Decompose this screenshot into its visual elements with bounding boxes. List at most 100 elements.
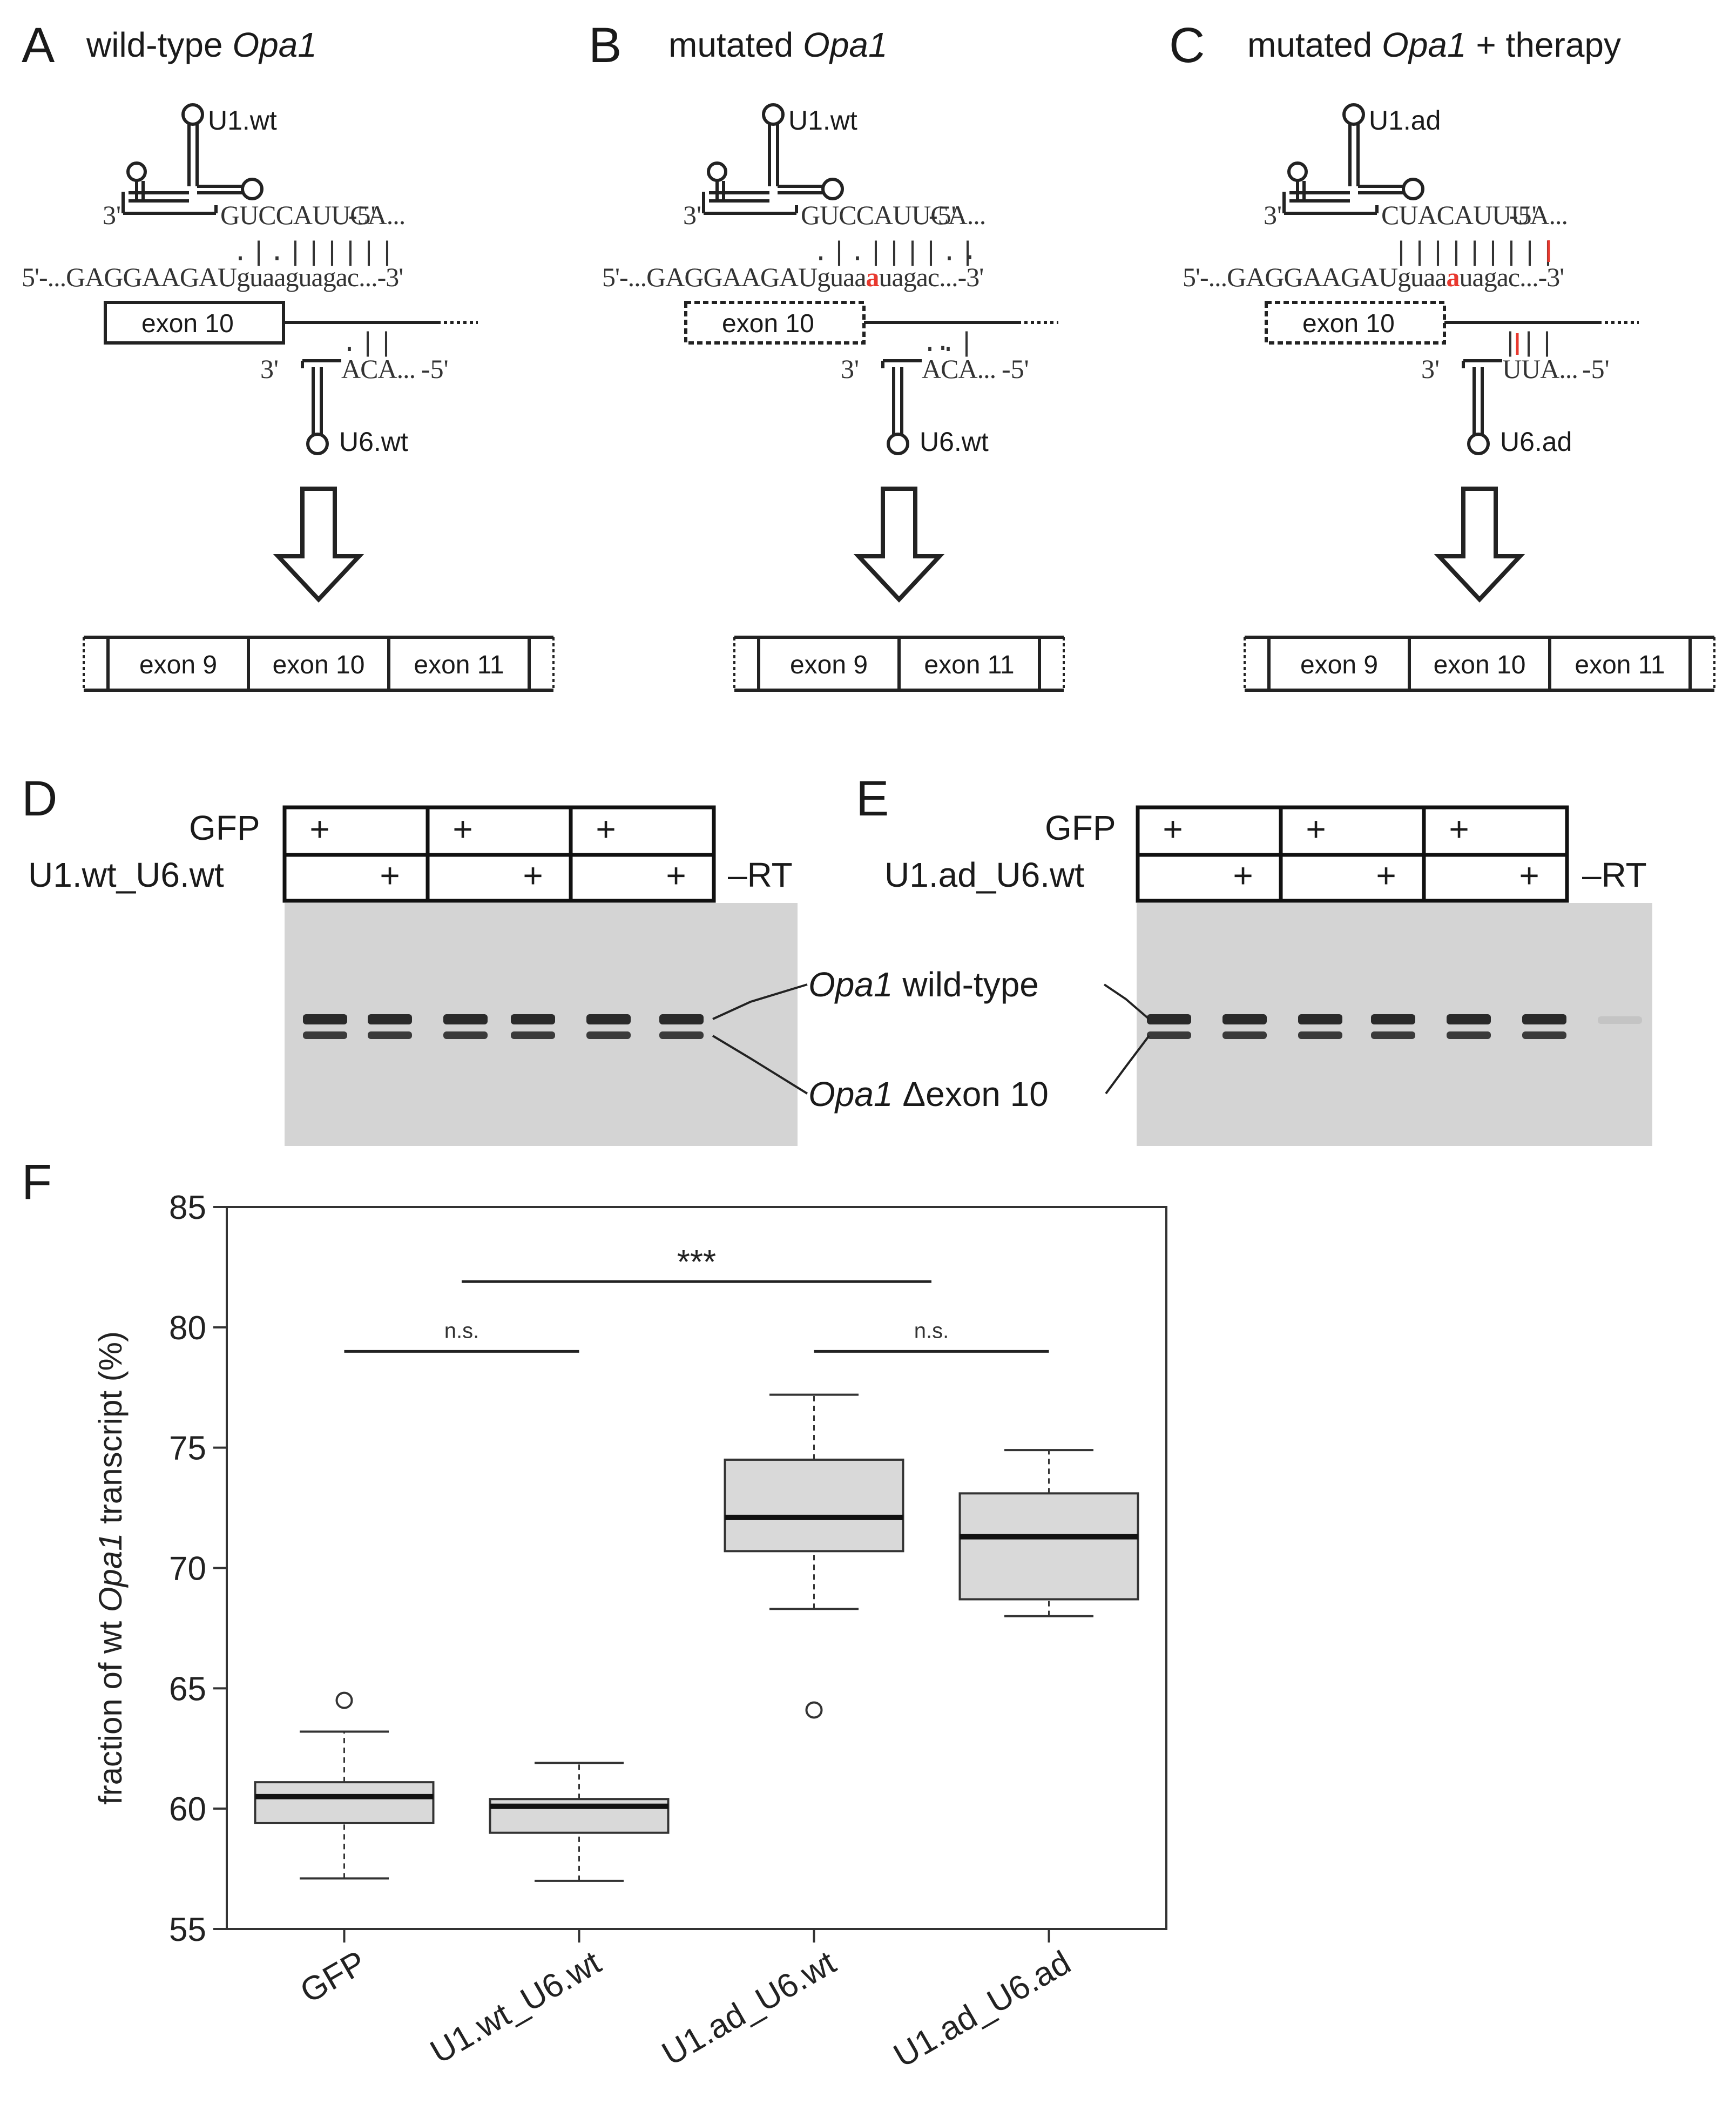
gel-band-delta: [443, 1031, 488, 1039]
y-tick-label: 80: [169, 1310, 206, 1347]
y-tick-label: 75: [169, 1430, 206, 1467]
u1-3prime: 3': [683, 200, 701, 230]
gel-band-delta: [1147, 1031, 1191, 1039]
gel-band-wt: [1147, 1014, 1191, 1024]
u1-snrna-structure: [702, 103, 844, 215]
boxplot-chart: 55 60 65 70 75 80 85 fraction of wt Opa1 transc…: [92, 1189, 1167, 2075]
u6-sequence: ACA...: [341, 354, 415, 384]
u1-loop-left: [126, 161, 147, 182]
u1-right-arm: [197, 185, 242, 194]
gfp-plus: +: [309, 810, 329, 848]
iqr-box: [724, 1458, 904, 1553]
minus-rt-label: –RT: [728, 855, 793, 894]
panel-c: C mutated Opa1 + therapy: [1169, 18, 1621, 73]
u1-loop-left: [707, 161, 727, 182]
pre-mrna-5: 5'-...: [602, 262, 646, 292]
product-exon-label: exon 10: [1434, 651, 1526, 679]
u1-snrna-structure: [1282, 103, 1424, 215]
u6-snrna-structure: [301, 359, 341, 455]
exon-10-box: [1265, 301, 1446, 345]
box-2: [489, 1762, 670, 1882]
wt-band-label: Opa1 wild-type: [808, 965, 1039, 1004]
u1-sequence: CUACAUUUA...: [1381, 200, 1568, 230]
pre-mrna-mut: a: [1447, 262, 1460, 292]
spliced-product: exon 9 exon 11: [733, 636, 1065, 692]
u1-left-arm: [709, 191, 769, 203]
wt-leader-right: [1103, 983, 1150, 1020]
mismatch-dot-top: .: [962, 237, 978, 268]
panel-e: E GFP U1.ad_U6.wt –RT + + + + + +: [856, 771, 1652, 1146]
gel-band-delta: [303, 1031, 347, 1039]
gel-band-faint: [1598, 1016, 1642, 1024]
y-axis-title-part: transcript (%): [92, 1331, 129, 1533]
outlier-point: [805, 1701, 823, 1719]
construct-plus: +: [1519, 856, 1539, 895]
u1-left-arm: [129, 191, 189, 203]
box-4: [958, 1449, 1139, 1617]
product-exon-label: exon 9: [790, 651, 868, 679]
u6-name: U6.wt: [920, 427, 989, 457]
u1-5prime: -5': [1509, 200, 1537, 230]
u6-5prime: -5': [1582, 354, 1610, 384]
gel-band-wt: [586, 1014, 631, 1024]
u1-snrna-structure: [121, 103, 264, 215]
u6-sequence: ACA...: [922, 354, 996, 384]
u1-sequence: GUCCAUUCA...: [801, 200, 985, 230]
pre-mrna-sequence: 5'-...GAGGAAGAUguaaguagac...-3': [22, 262, 403, 292]
pre-mrna-intron-a: guaa: [817, 262, 866, 292]
exon-10-box: [684, 301, 866, 345]
x-tick-label: U1.wt_U6.wt: [424, 1944, 607, 2070]
pre-mrna-intron-b: uagac...: [299, 262, 377, 292]
u1-loop-left: [1287, 161, 1308, 182]
y-axis-title-part: Opa1: [92, 1533, 129, 1612]
x-tick-label: U1.ad_U6.ad: [888, 1944, 1077, 2074]
base-pairing-top: |||||||||: [1393, 238, 1558, 269]
u1-left-stem: [715, 180, 725, 201]
panel-letter: F: [22, 1155, 52, 1210]
spliced-product: exon 9 exon 10 exon 11: [1244, 636, 1715, 692]
iqr-box: [958, 1492, 1139, 1601]
u6-3prime: 3': [260, 354, 279, 384]
splicing-diagram-c: U1.ad3' CUACAUUUA...-5'|||||||||5'-...GAG…: [1183, 103, 1715, 692]
gel-band-wt: [1298, 1014, 1342, 1024]
u1-base: [1282, 192, 1379, 215]
u1-5prime: -5': [929, 200, 956, 230]
gfp-row-label: GFP: [1045, 808, 1116, 847]
product-exon-label: exon 9: [1300, 651, 1378, 679]
gel-band-delta: [1447, 1031, 1491, 1039]
splicing-diagram-b: U1.wt3' GUCCAUUCA...-5'.|.||||.|5'-...GAG…: [602, 103, 1065, 692]
gel-band-wt: [368, 1014, 412, 1024]
u1-loop-top: [1342, 103, 1365, 126]
delta-leader-left: [712, 1035, 808, 1095]
u6-snrna-structure: [1462, 359, 1502, 455]
delta-leader-right: [1105, 1035, 1150, 1095]
gfp-plus: +: [596, 810, 616, 848]
box-3: [724, 1393, 904, 1719]
gel-band-wt: [443, 1014, 488, 1024]
gel-band-wt: [1222, 1014, 1267, 1024]
u1-name: U1.wt: [208, 105, 277, 136]
gel-band-wt: [1447, 1014, 1491, 1024]
x-tick-label: GFP: [294, 1944, 373, 2010]
product-exon-label: exon 11: [414, 651, 504, 679]
u1-right-arm: [1358, 185, 1403, 194]
gel-bands: [303, 1014, 704, 1039]
base-pairing-bottom: |||: [1502, 329, 1557, 360]
u1-3prime: 3': [103, 200, 121, 230]
panel-letter: A: [22, 18, 55, 73]
gel-band-wt: [303, 1014, 347, 1024]
u6-5prime: -5': [421, 354, 449, 384]
lane-table: + + + + + +: [282, 805, 716, 903]
exon-box-label: exon 10: [722, 309, 814, 338]
significance-label: n.s.: [914, 1319, 949, 1343]
u6-stem: [881, 359, 922, 435]
gel-band-labels: Opa1 wild-type Opa1 Δexon 10: [712, 965, 1150, 1114]
u6-name: U6.ad: [1500, 427, 1572, 457]
gfp-plus: +: [1163, 810, 1183, 848]
wt-leader-left: [712, 983, 808, 1020]
construct-plus: +: [1376, 856, 1396, 895]
pre-mrna-sequence: 5'-...GAGGAAGAUguaaauagac...-3': [602, 262, 983, 292]
panel-letter: D: [22, 771, 57, 826]
gel-band-delta: [659, 1031, 704, 1039]
base-pairing-bottom: .||: [341, 329, 396, 360]
